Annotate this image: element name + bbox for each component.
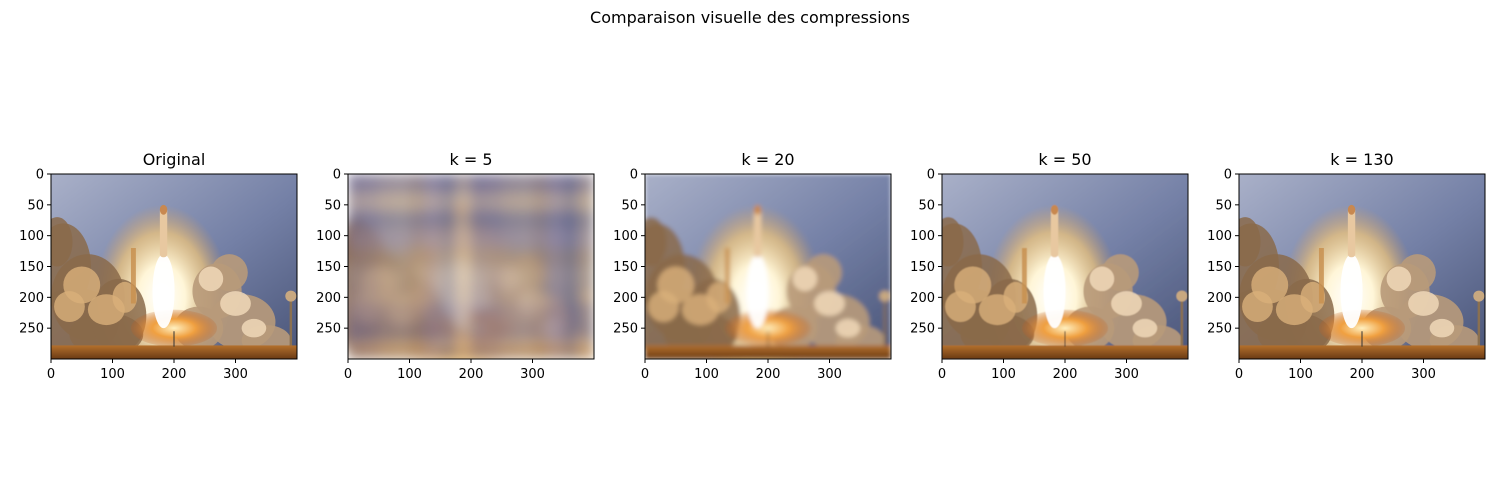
subplot-2: k = 5 0 100 200 300 0 50 100 150 200 250	[316, 150, 594, 390]
x-tick-label: 300	[817, 367, 842, 382]
y-tick-label: 100	[316, 229, 341, 244]
subplot-3: k = 20 0 100 200 300 0 50 100 150 200 250	[613, 150, 891, 390]
x-tick-label: 100	[1288, 367, 1313, 382]
panel-image	[924, 174, 1188, 390]
y-tick-label: 100	[19, 229, 44, 244]
y-tick-label: 250	[316, 322, 341, 337]
y-tick-label: 150	[316, 260, 341, 275]
x-tick-label: 200	[459, 367, 484, 382]
y-tick-label: 0	[333, 168, 341, 183]
y-tick-label: 100	[910, 229, 935, 244]
y-tick-label: 0	[1224, 168, 1232, 183]
y-tick-label: 250	[613, 322, 638, 337]
figure-title: Comparaison visuelle des compressions	[590, 8, 910, 27]
y-tick-label: 0	[630, 168, 638, 183]
panel-image	[330, 174, 594, 390]
y-tick-label: 50	[1215, 198, 1232, 213]
x-tick-label: 300	[1114, 367, 1139, 382]
y-tick-label: 150	[613, 260, 638, 275]
x-tick-label: 100	[397, 367, 422, 382]
y-tick-label: 150	[910, 260, 935, 275]
x-tick-label: 200	[756, 367, 781, 382]
y-tick-label: 200	[613, 291, 638, 306]
x-tick-label: 300	[520, 367, 545, 382]
x-tick-label: 0	[344, 367, 352, 382]
panel-image	[33, 174, 297, 390]
subplot-4: k = 50 0 100 200 300 0 50 100 150 200 250	[910, 150, 1188, 390]
y-tick-label: 250	[1207, 322, 1232, 337]
x-tick-label: 0	[1235, 367, 1243, 382]
y-tick-label: 0	[927, 168, 935, 183]
x-tick-label: 0	[938, 367, 946, 382]
x-tick-label: 100	[100, 367, 125, 382]
subplot-5: k = 130 0 100 200 300 0 50 100 150 200 250	[1207, 150, 1485, 390]
subplot-1: Original 0 100 200 300 0 50 100 150 200 250	[19, 150, 297, 390]
subplot-title: k = 50	[1038, 150, 1091, 169]
x-tick-label: 100	[694, 367, 719, 382]
y-tick-label: 200	[316, 291, 341, 306]
y-tick-label: 150	[1207, 260, 1232, 275]
y-tick-label: 50	[621, 198, 638, 213]
y-tick-label: 50	[324, 198, 341, 213]
subplot-title: Original	[143, 150, 206, 169]
y-tick-label: 200	[910, 291, 935, 306]
y-tick-label: 50	[918, 198, 935, 213]
y-tick-label: 150	[19, 260, 44, 275]
x-tick-label: 300	[223, 367, 248, 382]
y-tick-label: 200	[19, 291, 44, 306]
x-tick-label: 0	[47, 367, 55, 382]
y-tick-label: 100	[613, 229, 638, 244]
x-tick-label: 300	[1411, 367, 1436, 382]
subplot-title: k = 130	[1330, 150, 1393, 169]
y-tick-label: 100	[1207, 229, 1232, 244]
y-tick-label: 0	[36, 168, 44, 183]
x-tick-label: 200	[1053, 367, 1078, 382]
x-tick-label: 200	[162, 367, 187, 382]
x-tick-label: 200	[1350, 367, 1375, 382]
x-tick-label: 100	[991, 367, 1016, 382]
y-tick-label: 250	[19, 322, 44, 337]
x-tick-label: 0	[641, 367, 649, 382]
subplot-title: k = 20	[741, 150, 794, 169]
panel-image	[1221, 174, 1485, 390]
panel-image	[627, 174, 891, 390]
y-tick-label: 250	[910, 322, 935, 337]
y-tick-label: 200	[1207, 291, 1232, 306]
y-tick-label: 50	[27, 198, 44, 213]
subplot-title: k = 5	[449, 150, 492, 169]
